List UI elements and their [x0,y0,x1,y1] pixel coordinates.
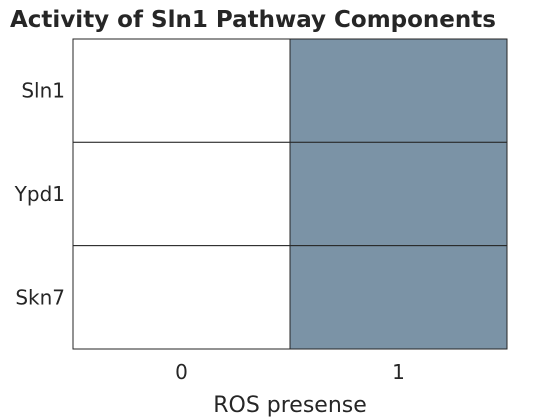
heatmap-cell-ypd1-1 [289,141,508,247]
heatmap-cell-skn7-1 [289,245,508,350]
x-tick-label: 1 [392,360,405,384]
x-axis-label: ROS presense [213,393,367,418]
heatmap-cells [72,38,508,350]
y-tick-label: Sln1 [21,79,65,103]
heatmap-cell-sln1-1 [289,38,508,143]
heatmap-cell-sln1-0 [72,38,291,143]
heatmap-cell-ypd1-0 [72,141,291,247]
chart-title: Activity of Sln1 Pathway Components [10,7,496,33]
heatmap-cell-skn7-0 [72,245,291,350]
y-tick-labels: Sln1 Ypd1 Skn7 [14,79,65,310]
x-tick-label: 0 [175,360,188,384]
y-tick-label: Ypd1 [14,182,65,206]
y-tick-label: Skn7 [15,285,65,309]
